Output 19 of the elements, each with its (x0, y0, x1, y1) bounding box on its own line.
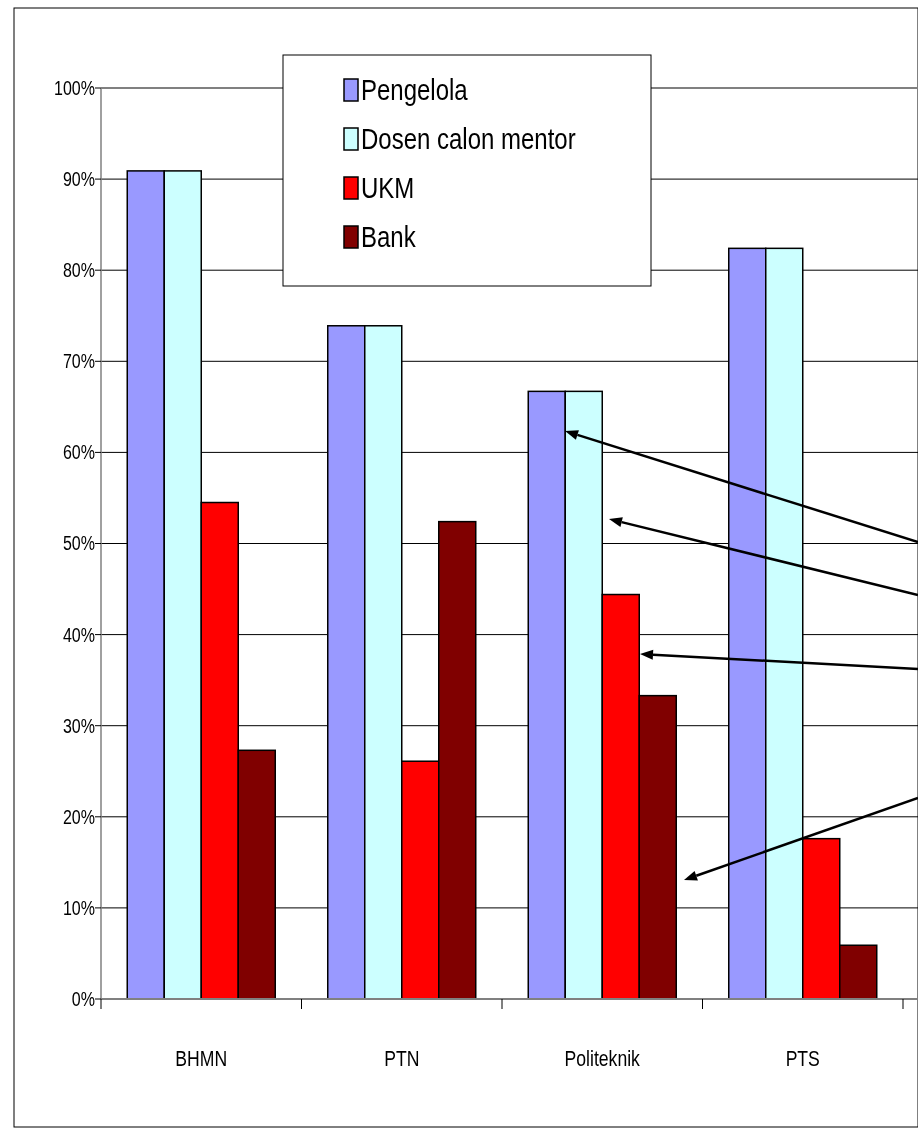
legend-label: Dosen calon mentor (361, 121, 576, 157)
y-tick-label: 60% (62, 441, 95, 464)
legend-label: UKM (361, 170, 415, 206)
y-tick-label: 90% (62, 168, 95, 191)
x-tick-label: PTS (785, 1046, 820, 1071)
y-tick-label: 50% (62, 532, 95, 555)
y-tick-label: 100% (54, 77, 95, 100)
y-tick-label: 10% (62, 897, 95, 920)
x-tick-label: Politeknik (564, 1046, 640, 1071)
legend-label: Pengelola (361, 72, 469, 108)
legend-label: Bank (361, 219, 417, 255)
y-tick-label: 30% (62, 715, 95, 738)
x-tick-label: BHMN (175, 1046, 228, 1071)
y-tick-label: 80% (62, 259, 95, 282)
x-tick-label: PTN (384, 1046, 420, 1071)
y-tick-label: 70% (62, 350, 95, 373)
y-tick-label: 40% (62, 623, 95, 647)
y-tick-label: 0% (71, 988, 95, 1011)
y-tick-label: 20% (62, 806, 95, 829)
